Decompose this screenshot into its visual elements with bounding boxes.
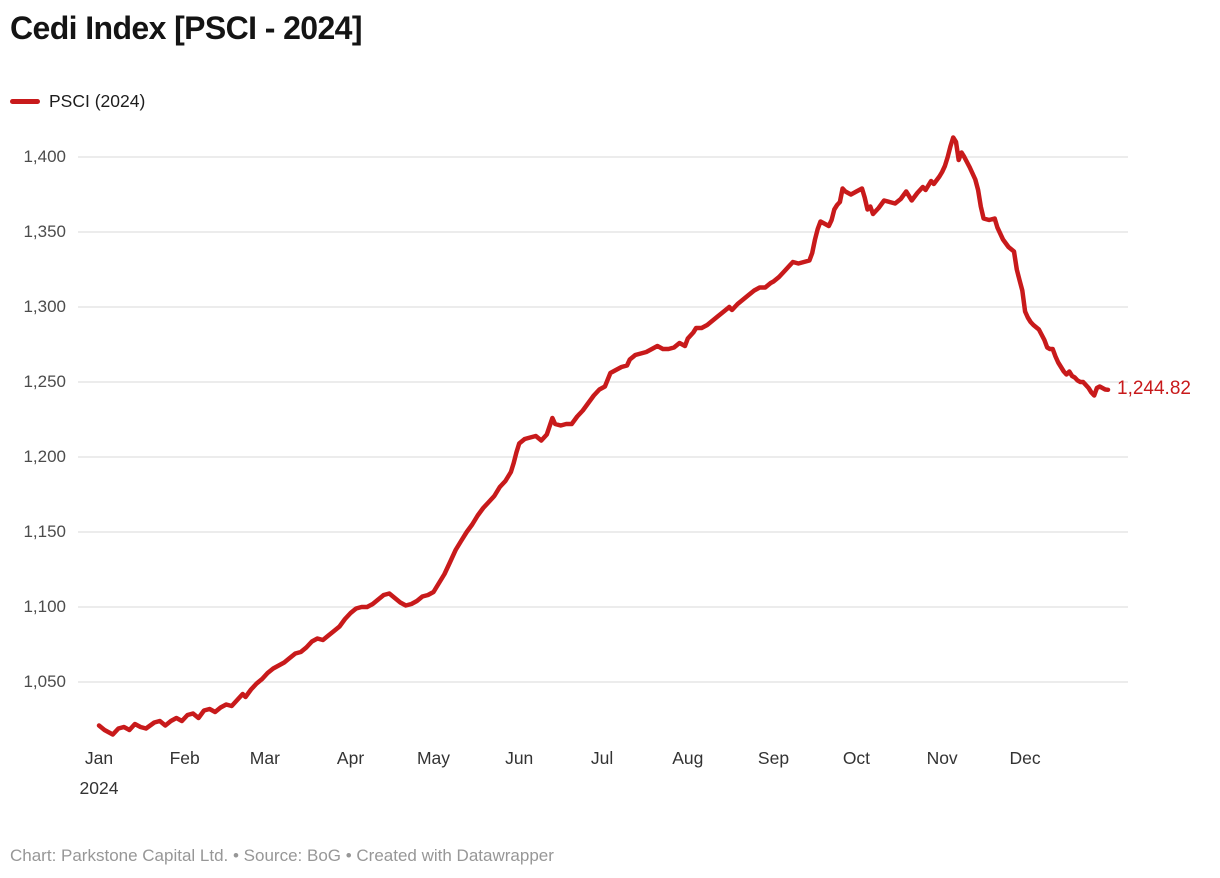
x-axis-label-jun: Jun [505,748,534,768]
x-axis-label-may: May [416,748,451,768]
y-axis-label: 1,250 [23,372,66,391]
y-axis-label: 1,400 [23,147,66,166]
gridlines [78,156,1128,683]
footer-credits: Chart: Parkstone Capital Ltd. • Source: … [10,846,554,865]
x-axis-label-dec: Dec [1009,748,1041,768]
y-axis-label: 1,200 [23,447,66,466]
y-axis-label: 1,350 [23,222,66,241]
chart-title: Cedi Index [PSCI - 2024] [10,10,363,46]
legend: PSCI (2024) [10,91,145,112]
x-axis-label-mar: Mar [249,748,280,768]
series-line-psci[interactable] [96,135,1111,737]
x-axis-label-oct: Oct [842,748,871,768]
x-axis-label-jul: Jul [590,748,614,768]
end-value-label: 1,244.82 [1117,378,1191,399]
x-axis-label-jan: Jan [84,748,114,768]
x-axis-label-sep: Sep [757,748,790,768]
y-axis-label: 1,050 [23,672,66,691]
y-axis-label: 1,150 [23,522,66,541]
x-axis-label-feb: Feb [169,748,200,768]
legend-item-label: PSCI (2024) [49,91,146,111]
x-axis-year-label: 2024 [79,778,119,798]
legend-line-swatch [10,99,40,104]
y-axis-label: 1,100 [23,597,66,616]
x-axis-label-apr: Apr [336,748,365,768]
y-axis-label: 1,300 [23,297,66,316]
x-axis-label-aug: Aug [672,748,704,768]
x-axis-label-nov: Nov [926,748,958,768]
